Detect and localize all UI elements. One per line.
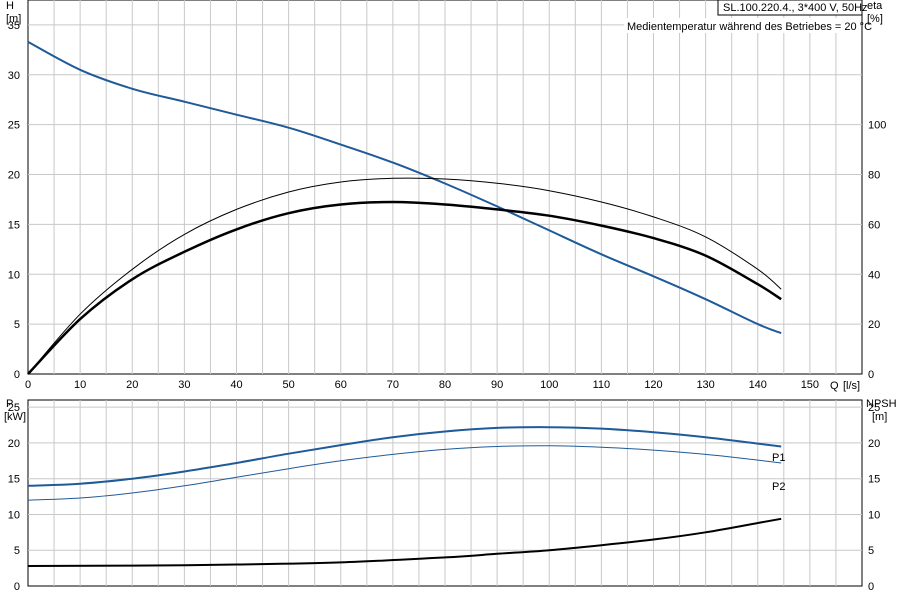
x-tick-label: 80: [439, 379, 451, 391]
pump-label: SL.100.220.4., 3*400 V, 50Hz: [723, 2, 868, 14]
lower-y-tick-label: 5: [14, 545, 20, 557]
lower-y-tick-label: 25: [8, 402, 20, 414]
upper-y-tick-label: 20: [8, 170, 20, 182]
lower-grid: [28, 400, 862, 586]
curves: [27, 41, 782, 567]
lower-y2-tick-label: 10: [868, 509, 880, 521]
lower-y-axis-title: P: [6, 398, 13, 410]
pump-label-box: [717, 0, 863, 16]
lower-y2-tick-label: 5: [868, 545, 874, 557]
upper-y2-tick-label: 0: [868, 369, 874, 381]
lower-y2-tick-label: 15: [868, 474, 880, 486]
series-label-p2: P2: [772, 481, 785, 493]
upper-y-axis-unit: [m]: [6, 13, 21, 25]
medium-note-bg: [624, 18, 860, 33]
upper-y2-tick-label: 80: [868, 170, 880, 182]
curve-head: [27, 41, 782, 335]
lower-y-tick-label: 10: [8, 509, 20, 521]
lower-y-tick-label: 0: [14, 581, 20, 593]
curve-eta_thin: [27, 177, 782, 375]
x-tick-label: 50: [283, 379, 295, 391]
x-tick-label: 30: [178, 379, 190, 391]
x-tick-label: 140: [749, 379, 767, 391]
x-tick-label: 130: [696, 379, 714, 391]
lower-y-axis-unit: [kW]: [4, 411, 26, 423]
upper-y-tick-label: 0: [14, 369, 20, 381]
x-tick-label: 150: [801, 379, 819, 391]
x-axis-title: Q: [830, 380, 839, 392]
x-tick-label: 70: [387, 379, 399, 391]
lower-y2-tick-label: 0: [868, 581, 874, 593]
x-axis-unit: [l/s]: [843, 380, 860, 392]
lower-y-tick-label: 15: [8, 474, 20, 486]
x-tick-label: 0: [25, 379, 31, 391]
upper-y2-tick-label: 60: [868, 219, 880, 231]
lower-y-tick-label: 20: [8, 438, 20, 450]
curve-p2: [27, 445, 782, 501]
lower-y2-tick-label: 20: [868, 438, 880, 450]
curve-p1: [27, 426, 782, 487]
curve-eta_thick: [27, 200, 782, 375]
x-tick-label: 60: [335, 379, 347, 391]
lower-y2-tick-label: 25: [868, 402, 880, 414]
axis-ticks: 0 10 20 30 40 50 60 70 80 90 100 110 120 130 140 150051…: [8, 20, 887, 593]
upper-y2-tick-label: 100: [868, 120, 886, 132]
upper-y-tick-label: 10: [8, 269, 20, 281]
x-tick-label: 10: [74, 379, 86, 391]
upper-y-tick-label: 30: [8, 70, 20, 82]
upper-y2-tick-label: 20: [868, 319, 880, 331]
lower-y2-axis-title: NPSH: [866, 398, 897, 410]
curve-npsh: [27, 517, 782, 567]
upper-y2-axis-unit: [%]: [867, 13, 883, 25]
upper-y-tick-label: 5: [14, 319, 20, 331]
upper-y-axis-title: H: [6, 0, 14, 12]
upper-grid: [28, 0, 862, 374]
lower-y2-axis-unit: [m]: [872, 411, 887, 423]
upper-y2-tick-label: 40: [868, 269, 880, 281]
upper-y-tick-label: 25: [8, 120, 20, 132]
x-tick-label: 90: [491, 379, 503, 391]
x-tick-label: 100: [540, 379, 558, 391]
x-tick-label: 40: [230, 379, 242, 391]
series-label-p1: P1: [772, 452, 785, 464]
upper-y-tick-label: 35: [8, 20, 20, 32]
medium-temperature-note: Medientemperatur während des Betriebes =…: [627, 21, 872, 33]
upper-y-tick-label: 15: [8, 219, 20, 231]
x-tick-label: 120: [644, 379, 662, 391]
x-tick-label: 20: [126, 379, 138, 391]
upper-y2-axis-title: eta: [867, 0, 883, 12]
x-tick-label: 110: [593, 379, 611, 391]
